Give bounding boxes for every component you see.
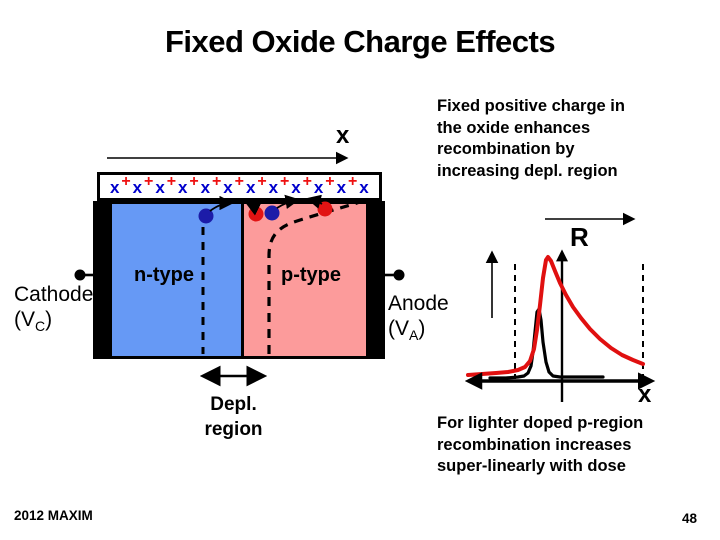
cathode-symbol-prefix: (V [14, 308, 35, 331]
oxide-plus-charge: + [302, 172, 312, 190]
oxide-layer: x + x + x + x + x + x + x + x + x + x + x + x [97, 172, 382, 201]
oxide-plus-charge: + [347, 172, 358, 190]
anode-contact-bar [366, 204, 382, 356]
p-type-label: p-type [281, 264, 341, 286]
oxide-x-charge: x [359, 178, 369, 197]
oxide-x-charge: x [132, 178, 143, 197]
note-top-right: Fixed positive charge in the oxide enhan… [437, 96, 672, 182]
oxide-x-charge: x [291, 178, 301, 197]
anode-symbol: (VA) [388, 317, 426, 344]
note-line: increasing depl. region [437, 161, 618, 180]
oxide-plus-charge: + [121, 172, 131, 190]
cathode-terminal-dot [74, 269, 86, 281]
cathode-symbol-sub: C [35, 318, 46, 335]
chart-xlabel-x: x [638, 381, 652, 408]
oxide-plus-charge: + [212, 172, 222, 190]
note-line: Fixed positive charge in [437, 97, 625, 115]
device-x-axis-label: x [336, 122, 350, 149]
oxide-x-charge: x [313, 178, 324, 197]
cathode-label: Cathode (VC) [14, 282, 93, 339]
note-line: recombination increases [437, 435, 632, 454]
oxide-x-charge: x [245, 178, 256, 197]
depl-line2: region [204, 419, 263, 440]
oxide-plus-charge: + [144, 172, 154, 190]
depletion-region-label: Depl. region [196, 392, 271, 442]
oxide-plus-charge: + [234, 172, 245, 190]
cathode-symbol-suffix: ) [45, 308, 53, 331]
page-number: 48 [682, 511, 698, 526]
slide-title: Fixed Oxide Charge Effects [164, 24, 556, 59]
oxide-x-charge: x [223, 178, 233, 197]
note-line: recombination by [437, 140, 575, 158]
n-type-region [112, 204, 241, 356]
oxide-x-charge: x [155, 178, 165, 197]
anode-symbol-sub: A [409, 327, 419, 344]
footer-text: 2012 MAXIM [14, 508, 93, 523]
oxide-plus-charge: + [166, 172, 177, 190]
depl-line1: Depl. [210, 394, 257, 415]
cathode-name: Cathode [14, 283, 94, 306]
oxide-plus-charge: + [325, 172, 335, 190]
oxide-plus-charge: + [189, 172, 199, 190]
anode-label: Anode (VA) [388, 291, 449, 348]
note-line: super-linearly with dose [437, 457, 626, 475]
oxide-x-charge: x [110, 178, 120, 197]
oxide-plus-charge: + [279, 172, 290, 190]
recombination-black-curve [488, 307, 605, 380]
cathode-symbol: (VC) [14, 308, 53, 335]
note-bottom-right: For lighter doped p-region recombination… [437, 413, 687, 478]
note-line: the oxide enhances [437, 118, 591, 137]
oxide-x-charge: x [336, 178, 347, 197]
chart-curves [466, 255, 645, 380]
recombination-red-curve-with-oxide-charge [466, 255, 645, 377]
cathode-contact-bar [96, 204, 112, 356]
oxide-x-charge: x [200, 178, 211, 197]
oxide-x-charge: x [177, 178, 188, 197]
anode-symbol-suffix: ) [418, 317, 426, 340]
oxide-plus-charge: + [257, 172, 267, 190]
oxide-charges: x + x + x + x + x + x + x + x + x + x + x + x [100, 173, 379, 197]
n-type-label: n-type [134, 264, 194, 286]
oxide-x-charge: x [268, 178, 279, 197]
anode-terminal-dot [393, 269, 405, 281]
anode-symbol-prefix: (V [388, 317, 409, 340]
anode-name: Anode [388, 292, 449, 315]
chart-ylabel-R: R [570, 222, 589, 252]
note-line: For lighter doped p-region [437, 414, 644, 432]
